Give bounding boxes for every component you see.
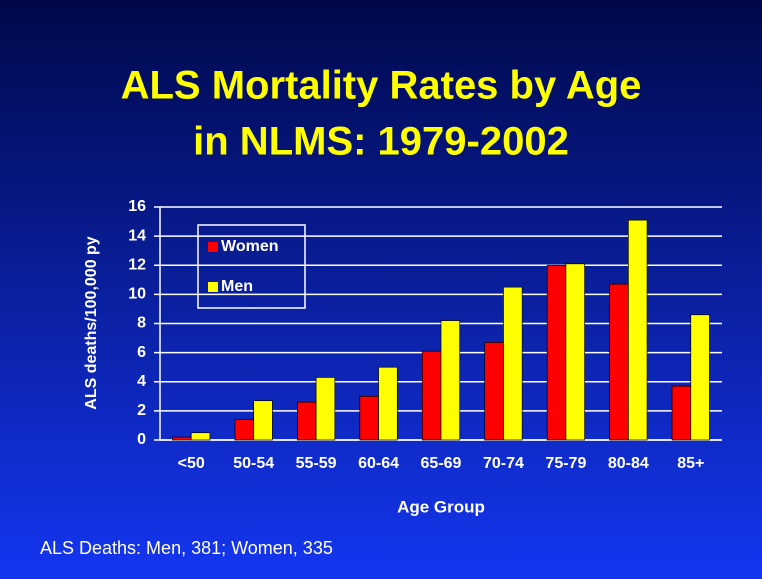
y-axis-label: ALS deaths/100,000 py [83, 236, 100, 410]
chart-title: ALS Mortality Rates by Age [121, 64, 642, 108]
bar [690, 314, 710, 441]
bar [627, 219, 648, 441]
bar [609, 283, 629, 441]
x-axis-label: Age Group [397, 497, 485, 516]
y-tick-label: 6 [137, 344, 146, 361]
bar [440, 320, 461, 441]
bar [671, 385, 692, 441]
y-tick-label: 2 [137, 402, 146, 419]
bar [546, 264, 567, 441]
legend-box [197, 224, 306, 309]
x-tick-label: 50-54 [233, 455, 274, 472]
bar [297, 401, 317, 441]
y-tick-label: 16 [128, 198, 146, 215]
x-tick-label: 80-84 [608, 455, 649, 472]
y-tick-label: 12 [128, 256, 146, 273]
chart-title: in NLMS: 1979-2002 [193, 120, 569, 164]
legend-label: Men [221, 278, 253, 295]
bar [253, 400, 273, 441]
bar [378, 366, 398, 441]
bar [503, 286, 523, 441]
y-tick-label: 4 [137, 373, 146, 390]
x-tick-label: 60-64 [358, 455, 399, 472]
bar [315, 377, 336, 441]
footnote: ALS Deaths: Men, 381; Women, 335 [40, 538, 333, 558]
legend-swatch [208, 242, 218, 252]
x-tick-label: 75-79 [545, 455, 586, 472]
y-tick-label: 14 [128, 227, 146, 244]
legend-swatch [208, 282, 218, 292]
bar [234, 419, 255, 441]
y-tick-label: 0 [137, 431, 146, 448]
x-tick-label: 65-69 [421, 455, 462, 472]
x-tick-label: 85+ [677, 455, 704, 472]
x-tick-label: 70-74 [483, 455, 524, 472]
y-tick-label: 10 [128, 286, 146, 303]
y-tick-label: 8 [137, 315, 146, 332]
bar [190, 432, 211, 441]
x-tick-label: 55-59 [296, 455, 337, 472]
legend-label: Women [221, 238, 278, 255]
x-tick-label: <50 [178, 455, 205, 472]
bar [421, 350, 442, 441]
bar [172, 436, 192, 441]
bar [565, 263, 585, 441]
bar [359, 395, 379, 441]
bar [484, 342, 504, 441]
